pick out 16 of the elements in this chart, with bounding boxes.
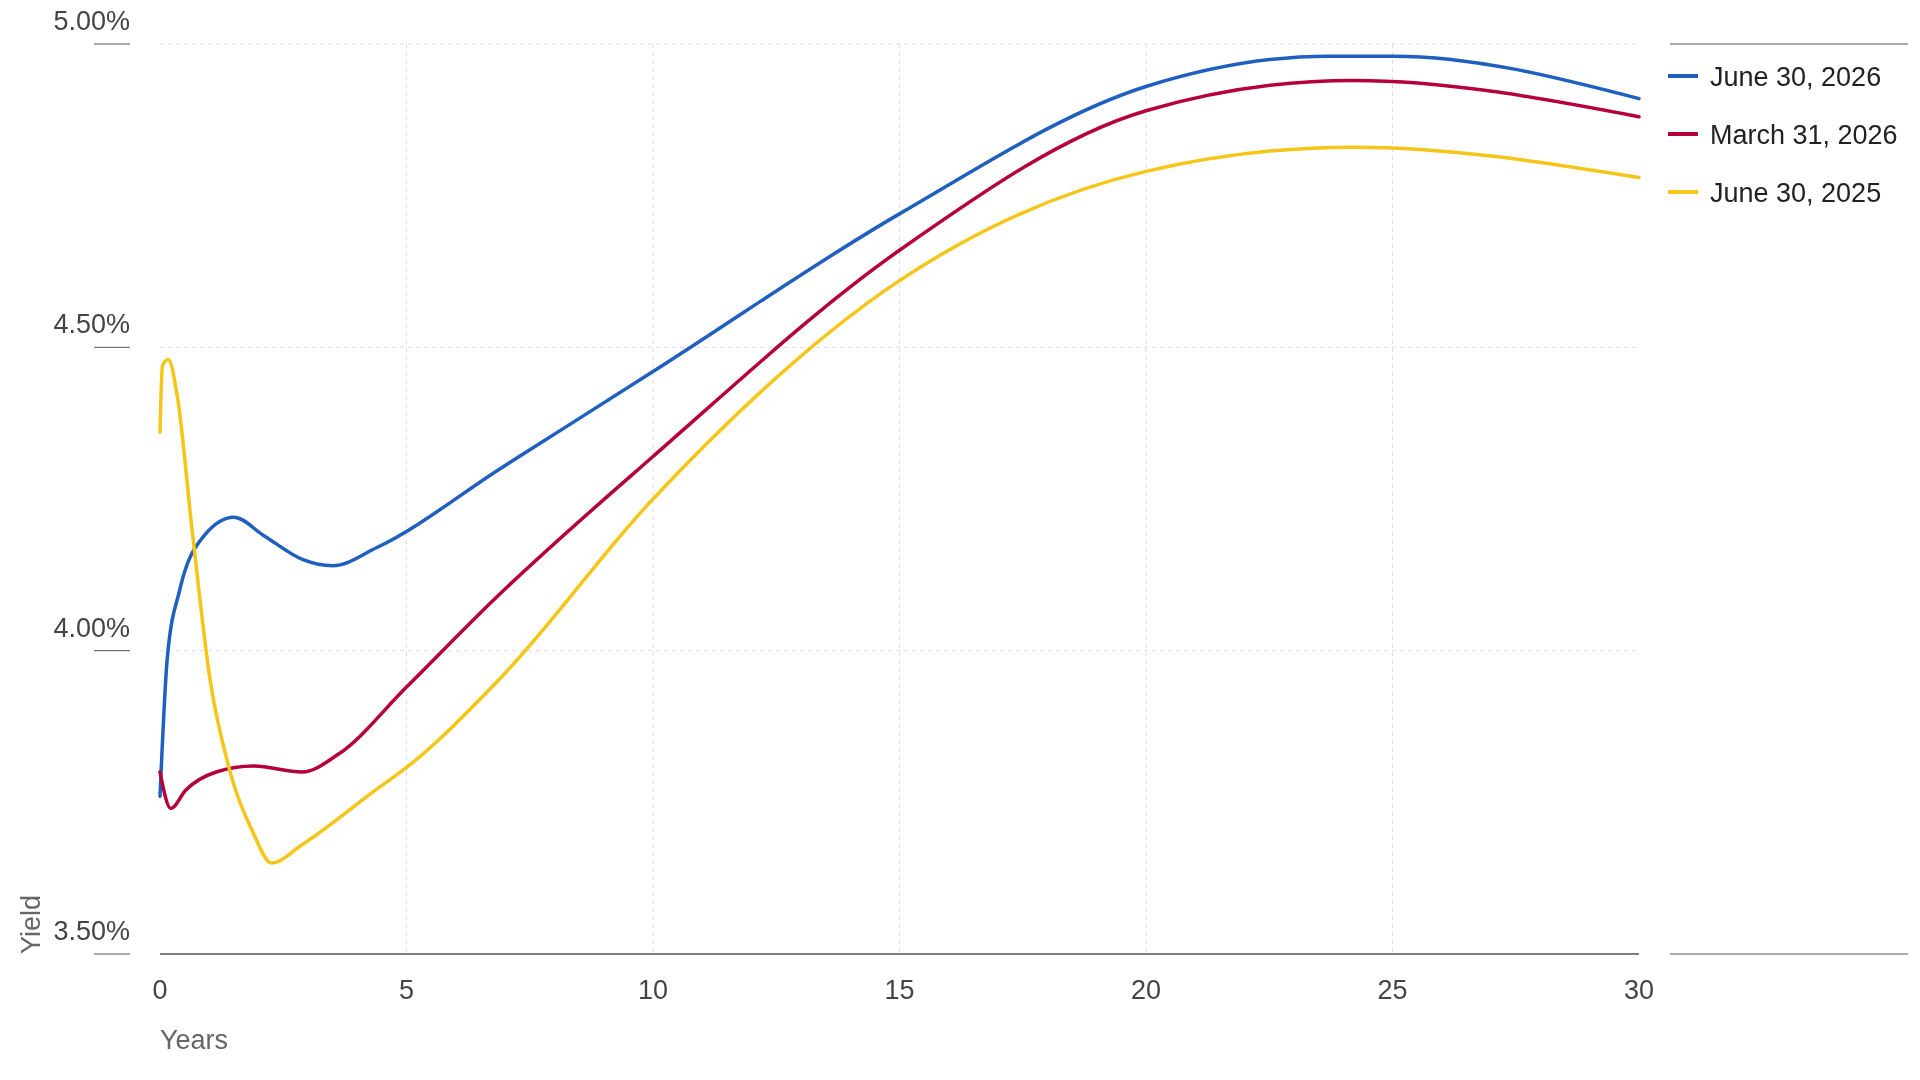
y-tick-label: 4.00% [53, 612, 130, 643]
x-tick-label: 5 [398, 975, 415, 1005]
y-tick-label: 5.00% [53, 6, 130, 36]
x-tick-label: 20 [1130, 975, 1162, 1005]
x-axis-title: Years [160, 1025, 229, 1055]
legend-label: March 31, 2026 [1710, 120, 1898, 150]
legend-label: June 30, 2025 [1710, 178, 1882, 208]
x-tick-label: 10 [637, 975, 669, 1005]
legend-label: June 30, 2026 [1710, 62, 1882, 92]
y-tick-label: 3.50% [53, 916, 130, 946]
x-tick-label: 25 [1377, 975, 1408, 1005]
y-axis-title: Yield [16, 894, 46, 954]
y-tick-label: 4.50% [53, 309, 130, 340]
x-tick-label: 30 [1623, 975, 1655, 1005]
x-tick-label: 15 [884, 975, 915, 1005]
x-tick-label: 0 [152, 975, 168, 1005]
